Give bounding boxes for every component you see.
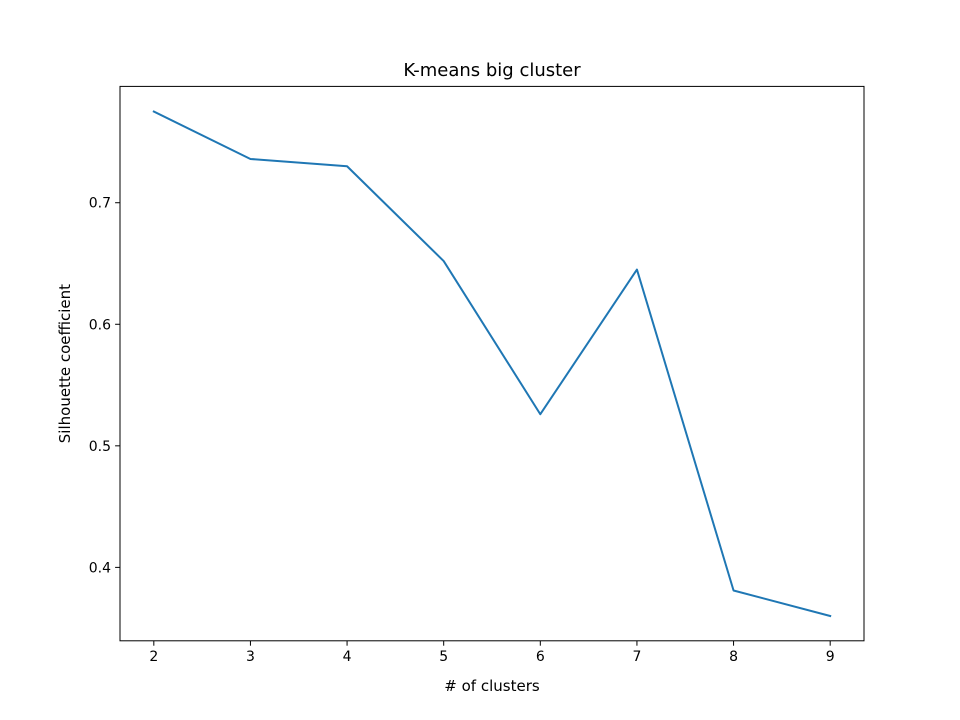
series-layer	[152, 110, 832, 618]
chart-title: K-means big cluster	[403, 60, 581, 81]
x-tick-label: 5	[439, 649, 448, 665]
y-tick-label: 0.6	[89, 317, 111, 333]
y-tick-label: 0.7	[89, 196, 111, 212]
series-line	[152, 110, 832, 618]
x-tick-label: 4	[343, 649, 352, 665]
x-axis-ticks: 2 3 4 5 6 7 8 9	[149, 640, 835, 665]
x-tick-label: 3	[246, 649, 255, 665]
x-tick-label: 9	[826, 649, 835, 665]
x-tick-label: 8	[729, 649, 738, 665]
y-tick-label: 0.4	[89, 560, 111, 576]
x-tick-label: 7	[632, 649, 641, 665]
plot-area	[119, 85, 865, 642]
y-tick-label: 0.5	[89, 439, 111, 455]
x-tick-label: 2	[149, 649, 158, 665]
x-tick-label: 6	[536, 649, 545, 665]
y-axis-label: Silhouette coefficient	[56, 284, 74, 443]
y-axis-ticks: 0.4 0.5 0.6 0.7	[89, 196, 120, 576]
x-axis-label: # of clusters	[444, 677, 540, 695]
